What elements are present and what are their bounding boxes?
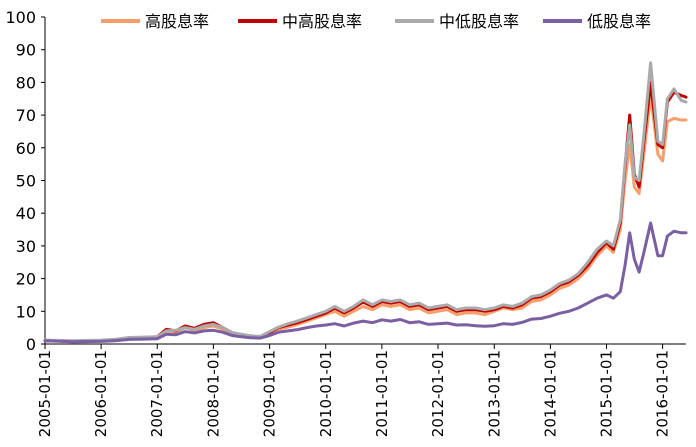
y-tick-label: 70 — [16, 106, 36, 125]
legend-label: 高股息率 — [145, 12, 209, 31]
series-line — [43, 221, 688, 344]
x-tick-label: 2010-01-01 — [317, 350, 335, 437]
y-tick-label: 30 — [16, 237, 36, 256]
x-tick-label: 2007-01-01 — [148, 350, 166, 437]
series-lines — [43, 61, 688, 344]
x-tick-label: 2011-01-01 — [373, 350, 391, 437]
y-tick-label: 10 — [16, 302, 36, 321]
legend-label: 中低股息率 — [439, 12, 519, 31]
y-tick-label: 60 — [16, 139, 36, 158]
legend-label: 低股息率 — [587, 12, 651, 31]
x-tick-label: 2013-01-01 — [485, 350, 503, 437]
y-tick-label: 50 — [16, 172, 36, 191]
series-line — [43, 61, 688, 343]
x-tick-label: 2012-01-01 — [429, 350, 447, 437]
x-tick-label: 2015-01-01 — [598, 350, 616, 437]
chart-legend: 高股息率 中高股息率 中低股息率 低股息率 — [101, 12, 651, 31]
y-tick-label: 100 — [5, 8, 36, 27]
legend-label: 中高股息率 — [282, 12, 362, 31]
x-tick-label: 2009-01-01 — [261, 350, 279, 437]
y-tick-label: 80 — [16, 73, 36, 92]
y-tick-label: 20 — [16, 270, 36, 289]
y-tick-label: 40 — [16, 204, 36, 223]
x-tick-label: 2005-01-01 — [36, 350, 54, 437]
x-tick-label: 2014-01-01 — [541, 350, 559, 437]
x-tick-label: 2006-01-01 — [92, 350, 110, 437]
y-tick-label: 0 — [26, 335, 36, 354]
y-tick-label: 90 — [16, 41, 36, 60]
x-tick-label: 2016-01-01 — [654, 350, 672, 437]
chart-axes: 0 10 20 30 40 50 60 70 80 90 100 2005-01-01 2006-01-… — [5, 8, 686, 437]
x-tick-label: 2008-01-01 — [204, 350, 222, 437]
